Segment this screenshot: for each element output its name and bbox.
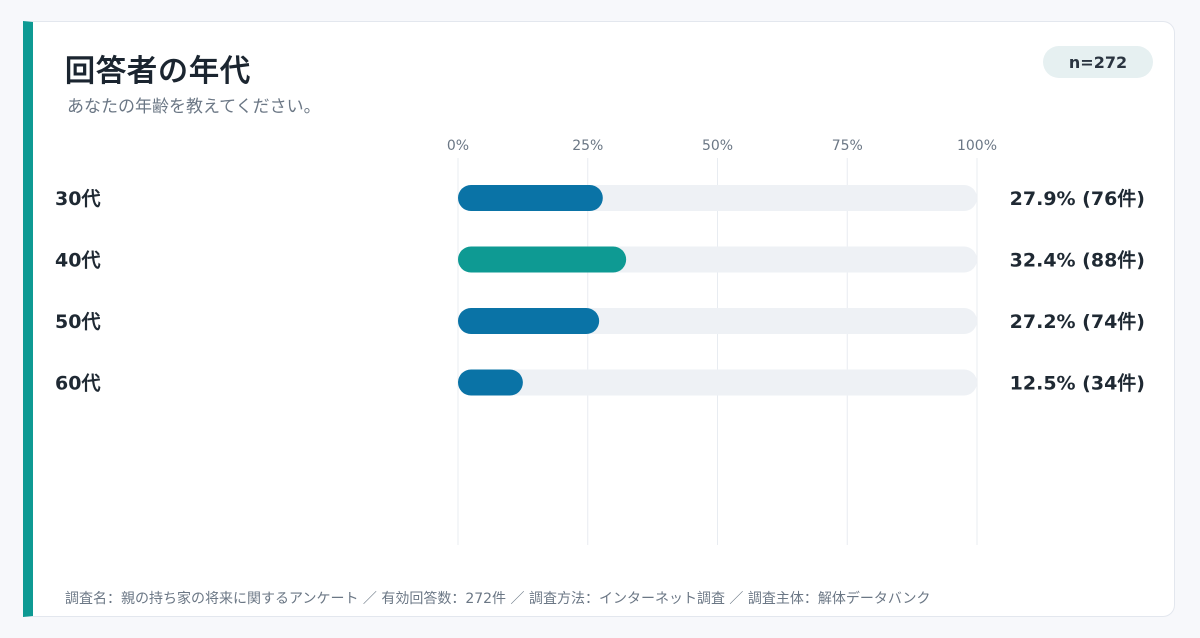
category-label: 60代 [55,373,100,395]
x-tick-label: 75% [832,138,863,154]
chart-card: 回答者の年代 あなたの年齢を教えてください。 n=272 調査名：親の持ち家の将… [23,21,1175,617]
bar-track [458,369,977,396]
x-tick-label: 100% [957,138,997,154]
x-tick-label: 50% [702,138,733,154]
bar [458,246,627,273]
data-label: 12.5% (34件) [1010,372,1145,395]
bar [458,185,603,211]
category-label: 30代 [55,188,100,210]
page-title: 回答者の年代 [65,54,251,89]
data-label: 27.2% (74件) [1010,310,1145,333]
question-subtitle: あなたの年齢を教えてください。 [67,97,321,117]
category-label: 40代 [55,250,100,272]
category-label: 50代 [55,311,100,333]
x-tick-label: 0% [447,138,469,154]
survey-footer-note: 調査名：親の持ち家の将来に関するアンケート ／ 有効回答数：272件 ／ 調査方… [65,591,931,607]
x-tick-label: 25% [572,138,603,154]
data-label: 27.9% (76件) [1010,187,1145,210]
bar [458,308,600,334]
data-label: 32.4% (88件) [1010,249,1145,272]
bar [458,369,523,396]
sample-size-badge: n=272 [1043,46,1153,78]
